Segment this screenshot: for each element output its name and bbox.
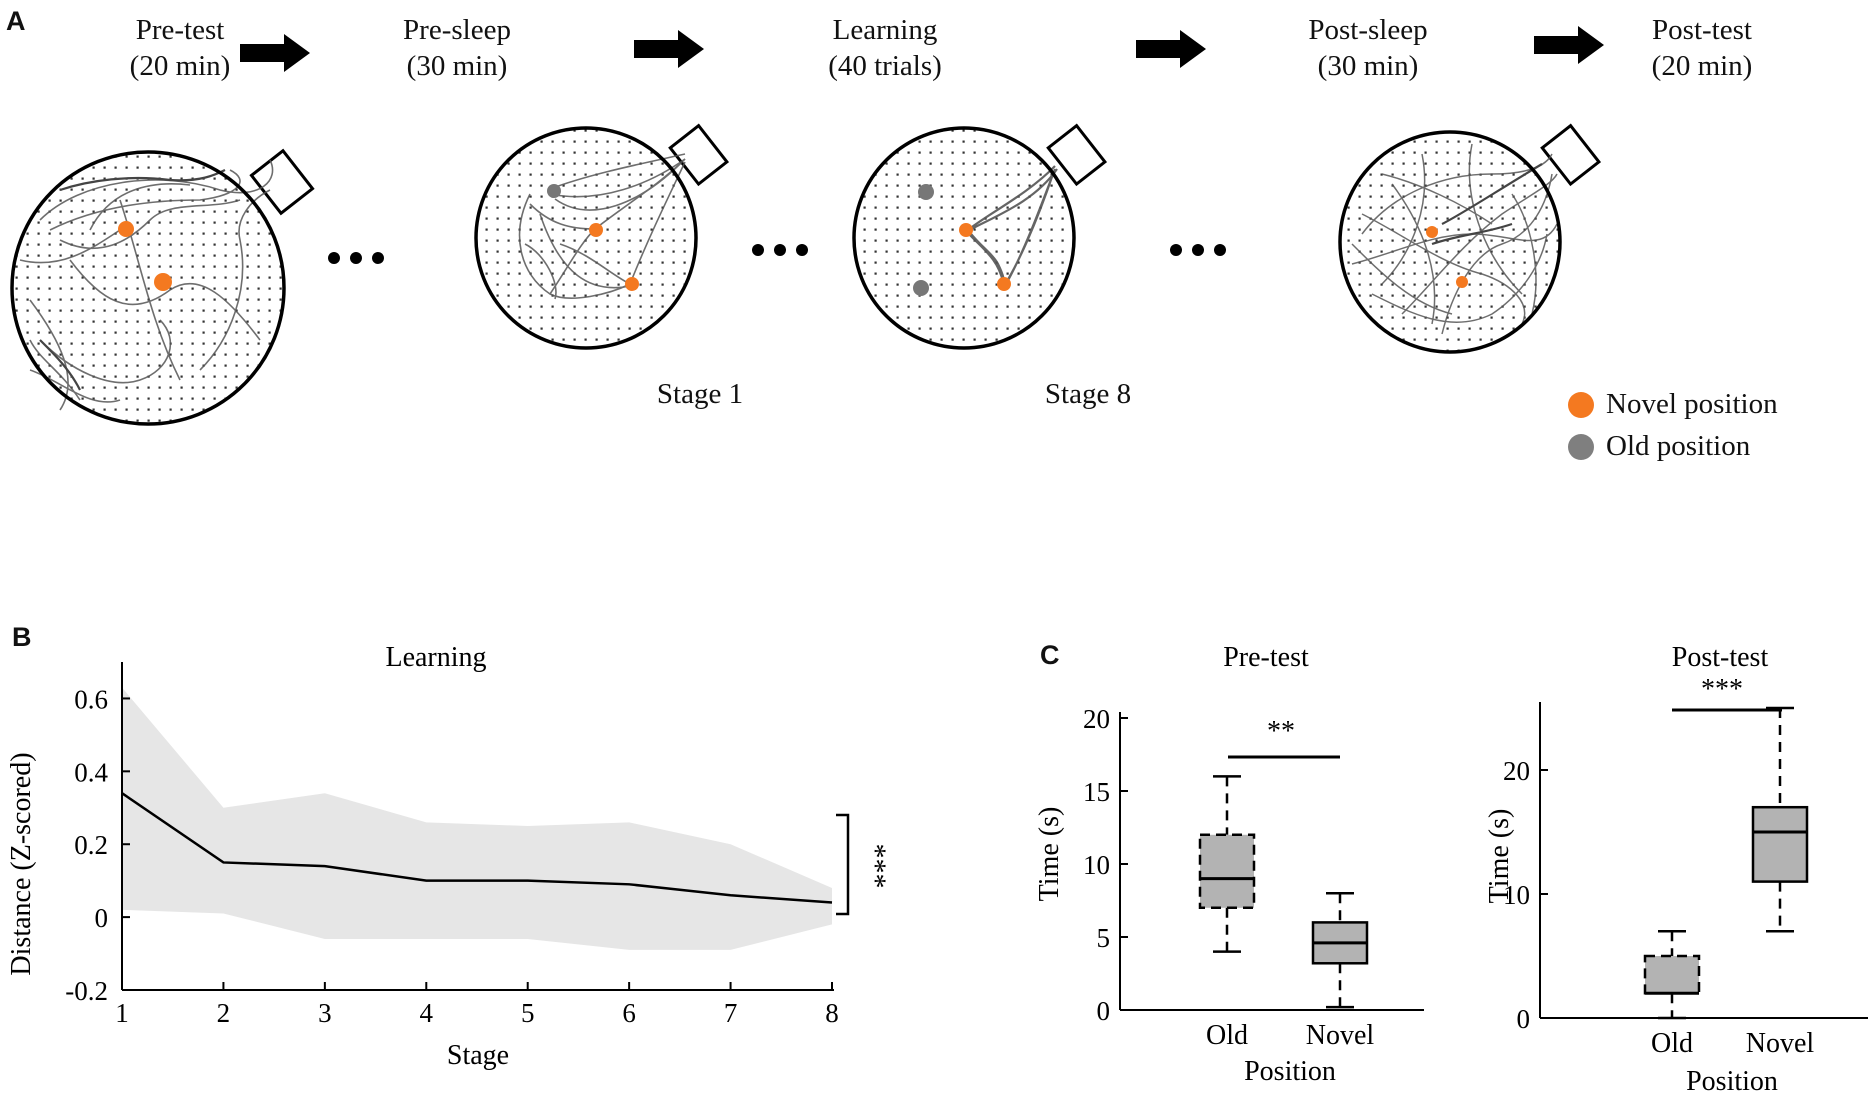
phase-name: Pre-test bbox=[135, 14, 225, 46]
y-tick-label: 0 bbox=[95, 903, 109, 933]
significance-bracket bbox=[836, 813, 850, 916]
x-tick-label: 5 bbox=[521, 998, 535, 1028]
x-axis-label: Stage bbox=[447, 1040, 509, 1071]
y-tick-label: 0 bbox=[1097, 996, 1111, 1026]
confidence-band bbox=[122, 687, 832, 950]
ellipsis-icon bbox=[1170, 244, 1226, 256]
y-axis-label: Distance (Z-scored) bbox=[6, 752, 37, 975]
ellipsis-icon bbox=[328, 252, 384, 264]
x-tick-label: 4 bbox=[420, 998, 434, 1028]
stage-label-1: Stage 1 bbox=[656, 378, 744, 410]
y-tick-label: 15 bbox=[1083, 777, 1110, 807]
y-tick-label: 5 bbox=[1097, 923, 1111, 953]
chart-title: Pre-test bbox=[1223, 642, 1309, 673]
legend-novel: Novel position bbox=[1568, 388, 1778, 421]
x-tick-label: Old bbox=[1651, 1028, 1693, 1059]
y-tick-label: 10 bbox=[1503, 880, 1530, 910]
phase-post-test: Post-test (20 min) bbox=[1582, 12, 1822, 84]
y-tick-label: 0.6 bbox=[74, 684, 108, 714]
arrow-right-icon bbox=[1136, 30, 1206, 68]
significance-label: *** bbox=[1701, 674, 1743, 705]
arrow-right-icon bbox=[240, 34, 310, 72]
panel-letter-b: B bbox=[12, 622, 32, 652]
x-tick-label: 1 bbox=[115, 998, 129, 1028]
y-tick-label: 0 bbox=[1517, 1004, 1531, 1034]
mean-line bbox=[121, 792, 833, 904]
y-tick-label: 0.2 bbox=[74, 830, 108, 860]
y-axis-label: Time (s) bbox=[1034, 807, 1065, 902]
phase-learning: Learning (40 trials) bbox=[765, 12, 1005, 84]
phase-name: Post-sleep bbox=[1308, 14, 1428, 46]
line-chart-learning: Learning -0.2 0 0.2 0.4 0.6 1 2 3 4 5 6 7 8 Stage D… bbox=[6, 642, 892, 1071]
significance-label: ** bbox=[1267, 716, 1295, 747]
legend-old: Old position bbox=[1568, 430, 1750, 463]
phase-name: Learning bbox=[832, 14, 938, 46]
stage-label-8: Stage 8 bbox=[1044, 378, 1132, 410]
box-chart-pre-test: Pre-test 0 5 10 15 20 Old Novel Position Time … bbox=[1034, 642, 1424, 1087]
phase-pre-test: Pre-test (20 min) bbox=[60, 12, 300, 84]
x-tick-label: Novel bbox=[1306, 1020, 1375, 1051]
old-dot-icon bbox=[1568, 433, 1594, 460]
arrow-right-icon bbox=[1534, 26, 1604, 64]
y-axis-label: Time (s) bbox=[1484, 809, 1515, 904]
panel-letter-a: A bbox=[6, 6, 26, 36]
phase-duration: (20 min) bbox=[1651, 50, 1753, 82]
box bbox=[1751, 805, 1809, 883]
arena-post-test bbox=[1338, 123, 1602, 354]
x-axis-label: Position bbox=[1686, 1066, 1778, 1097]
x-tick-label: 3 bbox=[318, 998, 332, 1028]
chart-title: Learning bbox=[385, 642, 486, 673]
y-tick-label: 20 bbox=[1083, 704, 1110, 734]
arena-pre-test bbox=[10, 148, 315, 426]
legend-novel-label: Novel position bbox=[1606, 388, 1778, 420]
box bbox=[1643, 954, 1701, 995]
box-chart-post-test: Post-test 0 10 20 Old Novel Position Time (s… bbox=[1484, 642, 1868, 1097]
y-tick-label: 0.4 bbox=[74, 757, 108, 787]
arena-stage-1 bbox=[474, 123, 730, 350]
phase-duration: (30 min) bbox=[406, 50, 508, 82]
x-tick-label: Novel bbox=[1746, 1028, 1815, 1059]
arena-stage-8 bbox=[852, 123, 1108, 350]
x-tick-label: Old bbox=[1206, 1020, 1248, 1051]
legend-old-label: Old position bbox=[1606, 430, 1751, 462]
y-tick-label: -0.2 bbox=[65, 976, 108, 1006]
phase-post-sleep: Post-sleep (30 min) bbox=[1248, 12, 1488, 84]
phase-name: Pre-sleep bbox=[403, 14, 511, 46]
y-tick-label: 10 bbox=[1083, 850, 1110, 880]
y-tick-label: 20 bbox=[1503, 756, 1530, 786]
phase-name: Post-test bbox=[1652, 14, 1752, 46]
phase-pre-sleep: Pre-sleep (30 min) bbox=[337, 12, 577, 84]
panel-letter-c: C bbox=[1040, 640, 1060, 670]
x-tick-label: 8 bbox=[825, 998, 839, 1028]
ellipsis-icon bbox=[752, 244, 808, 256]
x-tick-label: 6 bbox=[622, 998, 636, 1028]
novel-dot-icon bbox=[1568, 391, 1594, 418]
x-tick-label: 7 bbox=[724, 998, 738, 1028]
phase-duration: (40 trials) bbox=[828, 50, 942, 82]
x-tick-label: 2 bbox=[217, 998, 231, 1028]
arrow-right-icon bbox=[634, 30, 704, 68]
phase-duration: (30 min) bbox=[1317, 50, 1419, 82]
phase-duration: (20 min) bbox=[129, 50, 231, 82]
x-axis-label: Position bbox=[1244, 1056, 1336, 1087]
significance-label: *** bbox=[859, 844, 892, 889]
chart-title: Post-test bbox=[1672, 642, 1769, 673]
box bbox=[1198, 833, 1256, 910]
